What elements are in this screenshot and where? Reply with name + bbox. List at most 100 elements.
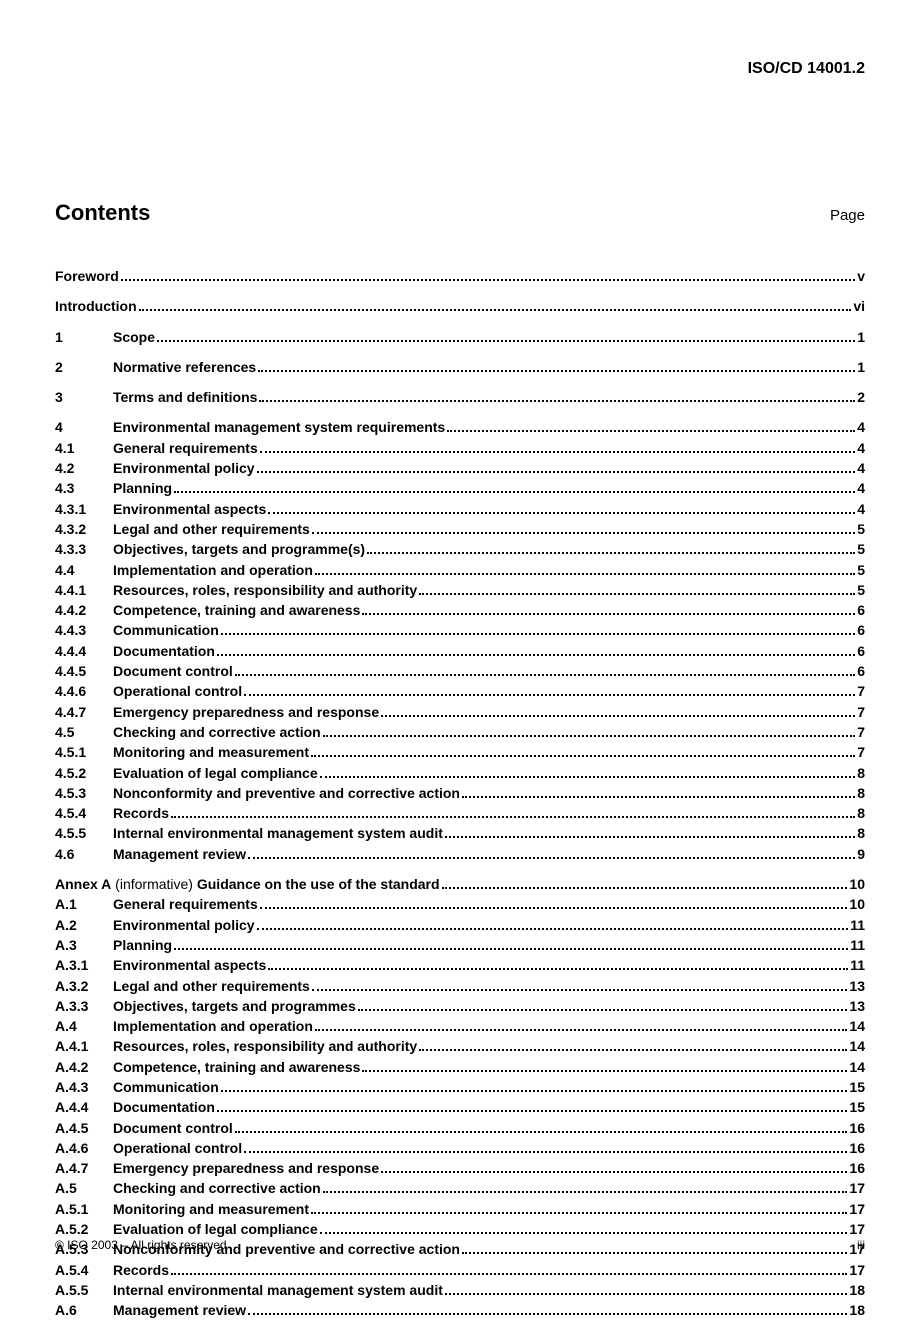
- toc-entry-page: 13: [849, 996, 865, 1016]
- toc-entry-title: Objectives, targets and programme(s): [113, 539, 365, 559]
- toc-leader-dots: [217, 654, 855, 656]
- toc-leader-dots: [362, 613, 855, 615]
- toc-entry-page: 4: [857, 417, 865, 437]
- toc-entry-page: 5: [857, 539, 865, 559]
- toc-entry-title: Documentation: [113, 1097, 215, 1117]
- toc-entry: 4.3.2Legal and other requirements5: [55, 519, 865, 539]
- document-id: ISO/CD 14001.2: [748, 60, 865, 78]
- toc-leader-dots: [257, 471, 856, 473]
- toc-entry-page: 5: [857, 560, 865, 580]
- toc-entry: A.4.4Documentation15: [55, 1097, 865, 1117]
- toc-entry-number: 4.4.5: [55, 661, 113, 681]
- toc-leader-dots: [258, 370, 855, 372]
- toc-entry: A.4.6Operational control16: [55, 1138, 865, 1158]
- toc-entry-number: 4.3.3: [55, 539, 113, 559]
- toc-entry-number: 4.5.5: [55, 823, 113, 843]
- toc-entry: 4.4.5Document control6: [55, 661, 865, 681]
- toc-entry-page: 15: [849, 1097, 865, 1117]
- toc-entry: 4.4.6Operational control7: [55, 681, 865, 701]
- toc-entry-number: 4.5.4: [55, 803, 113, 823]
- toc-entry-number: 4.5: [55, 722, 113, 742]
- toc-leader-dots: [362, 1070, 847, 1072]
- toc-entry-page: 8: [857, 823, 865, 843]
- toc-entry: 2Normative references1: [55, 357, 865, 377]
- toc-leader-dots: [139, 309, 852, 311]
- toc-entry-title: Nonconformity and preventive and correct…: [113, 783, 460, 803]
- toc-leader-dots: [312, 989, 848, 991]
- toc-leader-dots: [260, 907, 848, 909]
- toc-entry: A.2Environmental policy11: [55, 915, 865, 935]
- toc-leader-dots: [320, 1232, 848, 1234]
- toc-leader-dots: [268, 968, 848, 970]
- toc-leader-dots: [447, 430, 855, 432]
- toc-leader-dots: [259, 400, 855, 402]
- toc-entry-page: 11: [850, 955, 865, 975]
- toc-entry-title: Environmental policy: [113, 458, 255, 478]
- page-number: iii: [857, 1238, 865, 1252]
- toc-entry: 4.5.4Records8: [55, 803, 865, 823]
- toc-entry: A.5.2Evaluation of legal compliance17: [55, 1219, 865, 1239]
- toc-entry-page: 4: [857, 438, 865, 458]
- toc-entry-page: 7: [857, 742, 865, 762]
- toc-entry-number: A.4: [55, 1016, 113, 1036]
- table-of-contents: ForewordvIntroductionvi1Scope12Normative…: [55, 266, 865, 1321]
- toc-entry-title: Terms and definitions: [113, 387, 257, 407]
- toc-entry: 4.4.2Competence, training and awareness6: [55, 600, 865, 620]
- toc-leader-dots: [358, 1009, 848, 1011]
- toc-entry: 4.3.1Environmental aspects4: [55, 499, 865, 519]
- toc-entry-number: A.5.5: [55, 1280, 113, 1300]
- toc-entry: Forewordv: [55, 266, 865, 286]
- toc-entry-title: Document control: [113, 661, 233, 681]
- toc-entry: 4.2Environmental policy4: [55, 458, 865, 478]
- toc-entry-page: 10: [849, 874, 865, 894]
- toc-entry-page: 16: [849, 1138, 865, 1158]
- toc-entry-title: Implementation and operation: [113, 1016, 313, 1036]
- toc-entry-title: Resources, roles, responsibility and aut…: [113, 580, 417, 600]
- toc-entry-title: General requirements: [113, 438, 258, 458]
- toc-leader-dots: [367, 552, 855, 554]
- toc-leader-dots: [217, 1110, 848, 1112]
- toc-leader-dots: [257, 928, 849, 930]
- toc-entry: A.3Planning11: [55, 935, 865, 955]
- toc-entry-page: 17: [849, 1219, 865, 1239]
- toc-entry-title: Emergency preparedness and response: [113, 702, 379, 722]
- toc-leader-dots: [248, 857, 855, 859]
- toc-entry-number: 4.4.1: [55, 580, 113, 600]
- toc-entry: 4.4.3Communication6: [55, 620, 865, 640]
- toc-entry-number: 4.4.3: [55, 620, 113, 640]
- toc-entry-number: 4: [55, 417, 113, 437]
- toc-entry-number: 4.2: [55, 458, 113, 478]
- contents-header: Contents Page: [55, 200, 865, 226]
- toc-entry: 4.5.2Evaluation of legal compliance8: [55, 763, 865, 783]
- toc-leader-dots: [311, 1212, 847, 1214]
- toc-entry-title: General requirements: [113, 894, 258, 914]
- toc-entry-title: Internal environmental management system…: [113, 1280, 443, 1300]
- toc-leader-dots: [381, 715, 855, 717]
- toc-entry-title: Communication: [113, 1077, 219, 1097]
- toc-leader-dots: [462, 796, 855, 798]
- toc-entry: 4.4.1Resources, roles, responsibility an…: [55, 580, 865, 600]
- toc-entry-page: 14: [849, 1016, 865, 1036]
- toc-entry-number: A.3.1: [55, 955, 113, 975]
- toc-entry-number: 4.5.3: [55, 783, 113, 803]
- toc-leader-dots: [235, 674, 855, 676]
- toc-entry-title: Annex A (informative) Guidance on the us…: [55, 874, 440, 894]
- toc-entry: A.4.1Resources, roles, responsibility an…: [55, 1036, 865, 1056]
- toc-entry: A.5.5Internal environmental management s…: [55, 1280, 865, 1300]
- toc-leader-dots: [323, 1191, 848, 1193]
- toc-entry: A.5.1Monitoring and measurement17: [55, 1199, 865, 1219]
- toc-entry: A.6Management review18: [55, 1300, 865, 1320]
- toc-entry-title: Normative references: [113, 357, 256, 377]
- toc-entry-title: Communication: [113, 620, 219, 640]
- toc-entry-title: Records: [113, 803, 169, 823]
- toc-section: Annex A (informative) Guidance on the us…: [55, 874, 865, 1321]
- toc-entry: A.3.1Environmental aspects11: [55, 955, 865, 975]
- toc-entry: A.3.2Legal and other requirements13: [55, 976, 865, 996]
- toc-leader-dots: [320, 776, 856, 778]
- copyright-text: © ISO 2003 – All rights reserved: [55, 1238, 227, 1252]
- toc-leader-dots: [221, 633, 855, 635]
- toc-leader-dots: [462, 1252, 847, 1254]
- toc-entry-title: Introduction: [55, 296, 137, 316]
- toc-entry-number: 4.3.2: [55, 519, 113, 539]
- toc-entry-number: A.4.1: [55, 1036, 113, 1056]
